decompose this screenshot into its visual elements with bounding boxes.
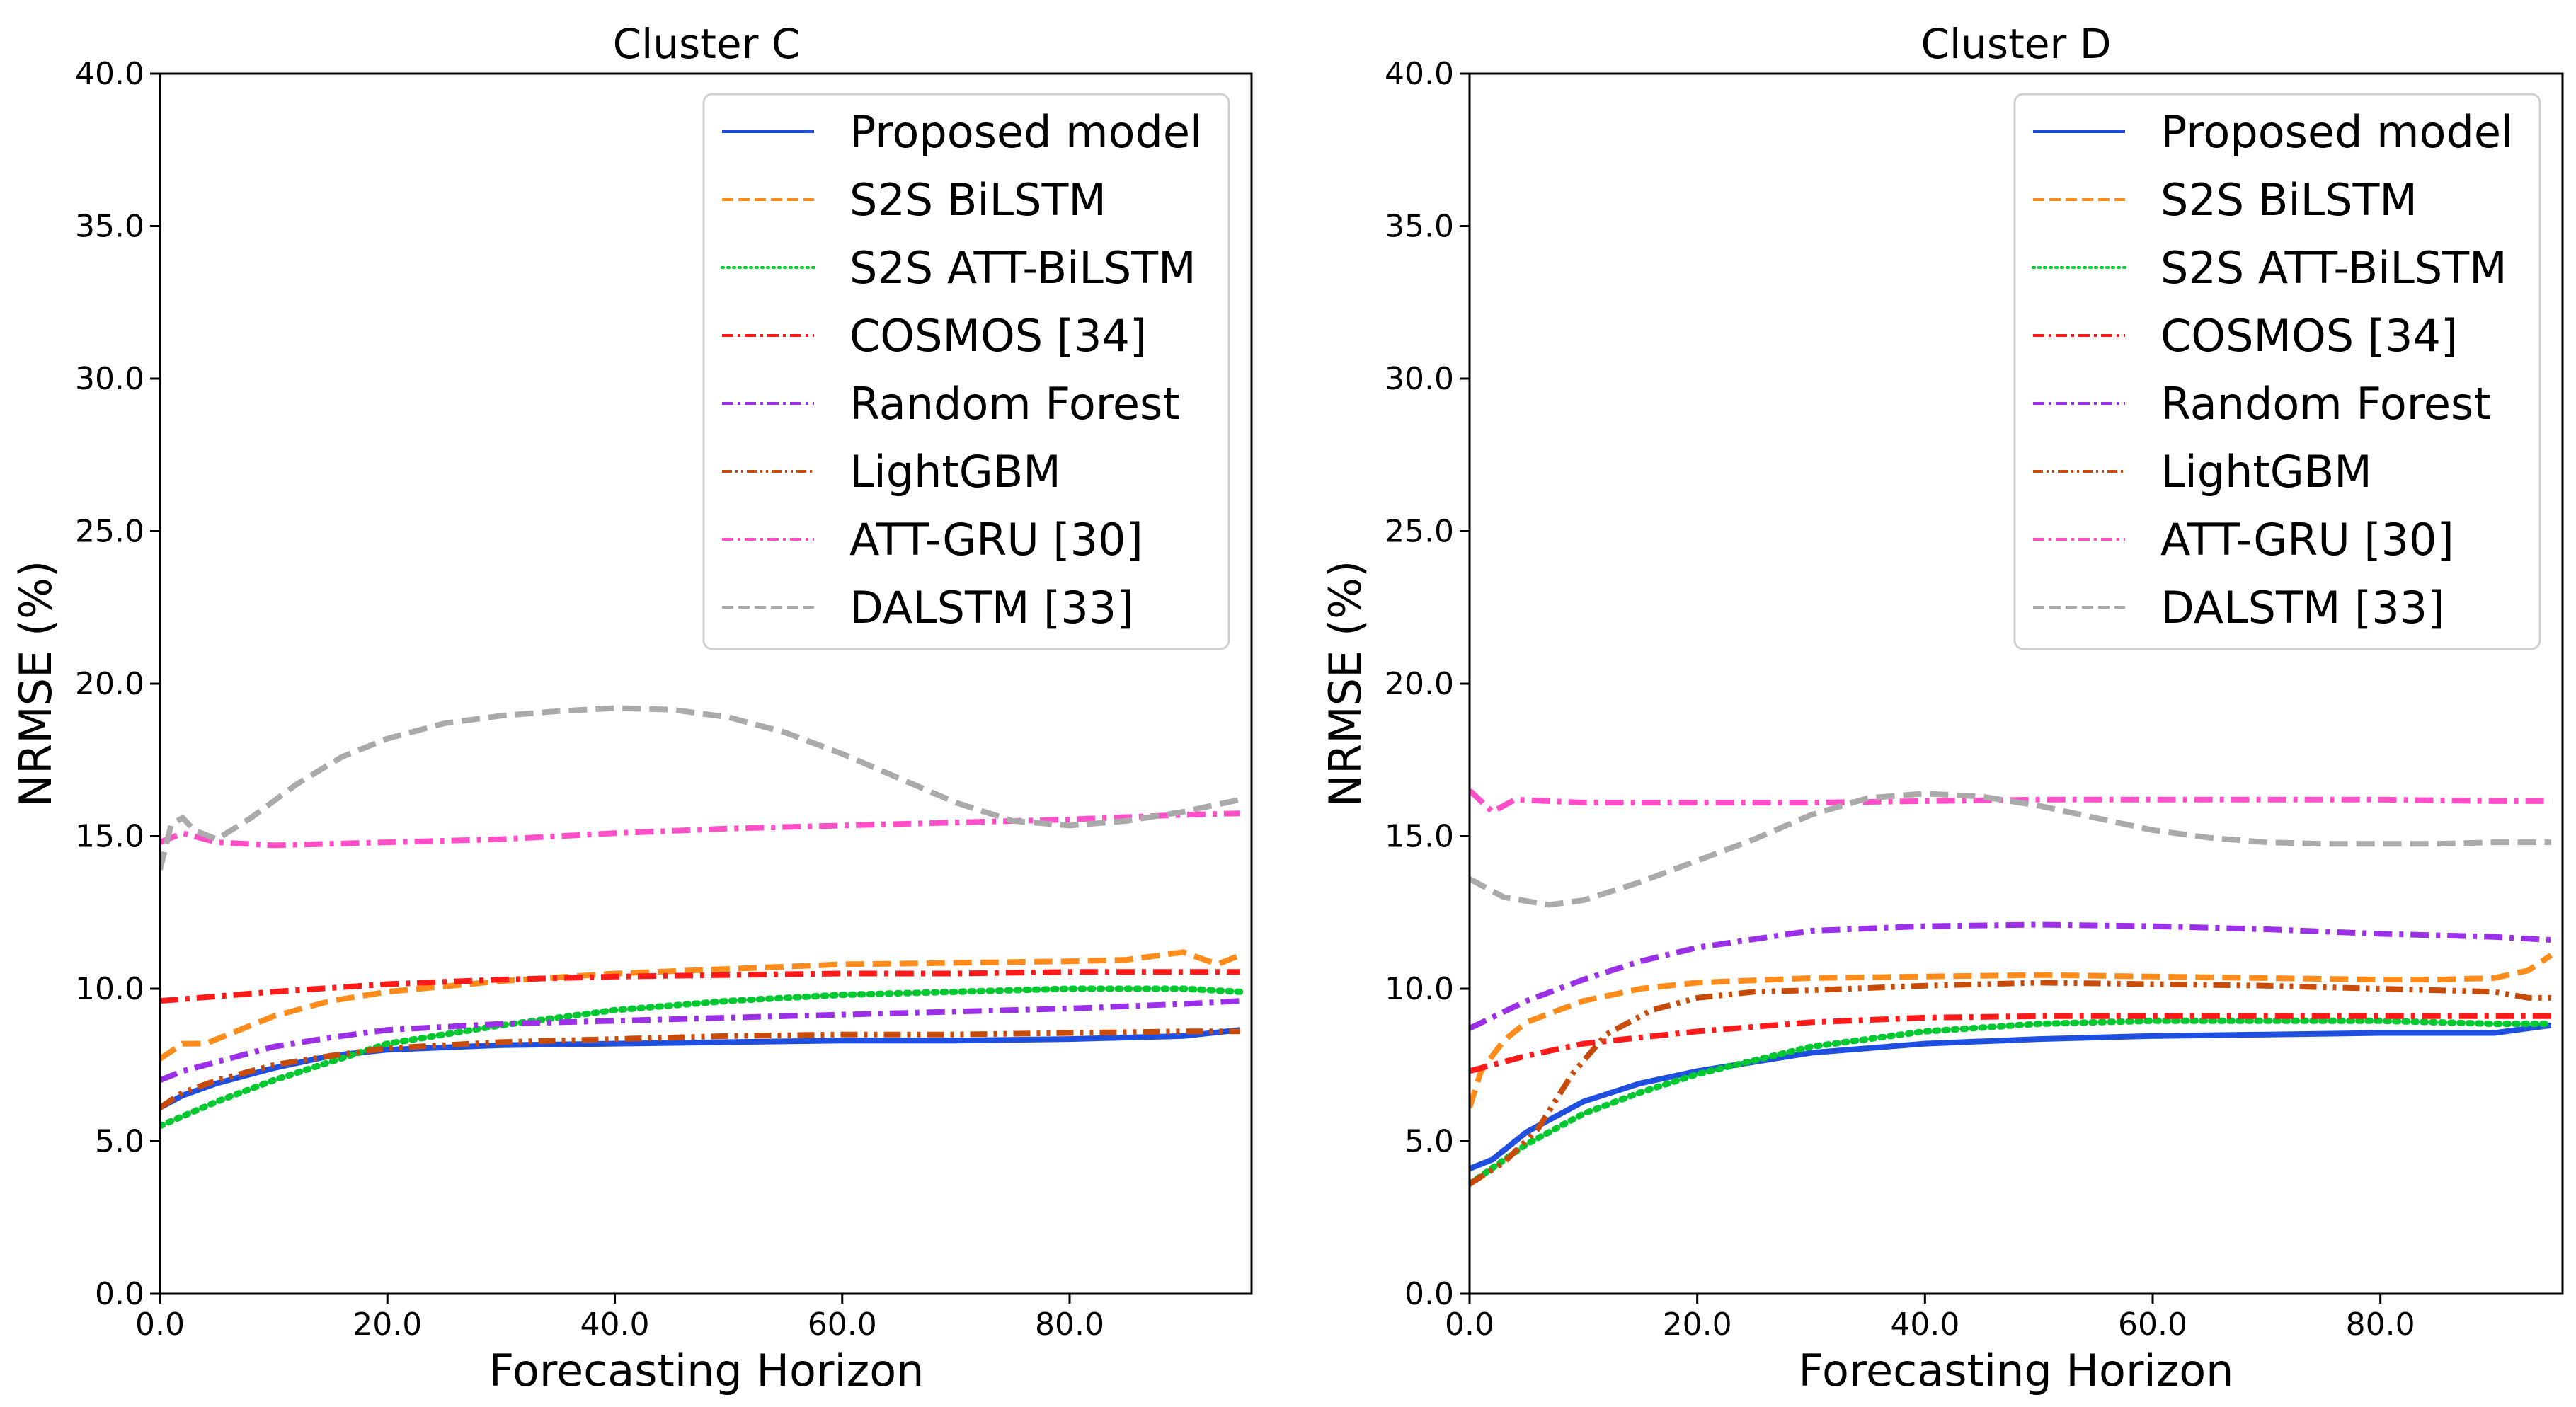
x-tick-label: 80.0 — [1035, 1306, 1104, 1343]
y-tick-label: 20.0 — [1385, 666, 1454, 702]
legend-label: LightGBM — [849, 446, 1061, 498]
legend-label: ATT-GRU [30] — [849, 514, 1143, 565]
series-line-random-forest — [1470, 921, 2552, 1031]
y-tick-label: 25.0 — [1385, 514, 1454, 550]
y-tick-label: 20.0 — [75, 666, 144, 702]
legend-item: LightGBM — [2033, 446, 2372, 498]
chart-cluster-c: Cluster C 0.0 5.0 10.0 15.0 20.0 25.0 30.0 35.0… — [10, 20, 1253, 1396]
x-tick-label: 80.0 — [2346, 1306, 2415, 1343]
y-tick-label: 10.0 — [1385, 971, 1454, 1007]
legend-box — [702, 93, 1230, 650]
y-tick-label: 40.0 — [75, 56, 144, 92]
x-tick-label: 0.0 — [1445, 1306, 1494, 1343]
y-tick-label: 10.0 — [75, 971, 144, 1007]
x-tick-label: 20.0 — [1663, 1306, 1732, 1343]
legend-item: COSMOS [34] — [2033, 310, 2458, 362]
plot-frame — [1468, 72, 2564, 1295]
x-tick-label: 40.0 — [1890, 1306, 1959, 1343]
y-tick-label: 35.0 — [1385, 209, 1454, 245]
legend-item: DALSTM [33] — [2033, 582, 2444, 633]
y-tick-label: 5.0 — [95, 1124, 144, 1160]
y-tick-label: 35.0 — [75, 209, 144, 245]
series-line-dalstm-33 — [160, 705, 1241, 871]
series-lines — [160, 705, 1244, 1130]
x-tick-label: 40.0 — [580, 1306, 650, 1343]
legend-items: Proposed model S2S BiLSTM S2S ATT-BiLSTM CO… — [721, 106, 1202, 633]
legend-label: COSMOS [34] — [849, 310, 1147, 362]
legend-item: DALSTM [33] — [722, 582, 1133, 633]
legend-label: ATT-GRU [30] — [2160, 514, 2454, 565]
legend-label: Random Forest — [849, 378, 1180, 430]
chart-title: Cluster D — [1921, 20, 2112, 68]
series-line-cosmos-34 — [1470, 1013, 2551, 1074]
legend-label: Proposed model — [2160, 106, 2513, 158]
legend-item: Random Forest — [2033, 378, 2491, 430]
series-line-att-gru-30 — [160, 810, 1241, 849]
series-line-lightgbm — [1470, 980, 2551, 1187]
chart-cluster-d: Cluster D 0.0 5.0 10.0 15.0 20.0 25.0 30.0 35.0… — [1320, 20, 2564, 1396]
legend-label: DALSTM [33] — [849, 582, 1133, 633]
x-axis-label: Forecasting Horizon — [1799, 1345, 2234, 1396]
y-tick-label: 0.0 — [95, 1276, 144, 1312]
legend-box — [2013, 93, 2541, 650]
legend-item: COSMOS [34] — [722, 310, 1147, 362]
y-tick-label: 15.0 — [1385, 819, 1454, 855]
x-tick-label: 60.0 — [808, 1306, 877, 1343]
legend: Proposed model S2S BiLSTM S2S ATT-BiLSTM CO… — [2013, 93, 2541, 650]
legend: Proposed model S2S BiLSTM S2S ATT-BiLSTM CO… — [702, 93, 1230, 650]
legend-label: LightGBM — [2160, 446, 2372, 498]
legend-item: Proposed model — [2033, 106, 2513, 158]
legend-label: COSMOS [34] — [2160, 310, 2458, 362]
legend-label: Random Forest — [2160, 378, 2491, 430]
y-ticks: 0.0 5.0 10.0 15.0 20.0 25.0 30.0 35.0 40.0 — [1385, 56, 1470, 1312]
legend-item: ATT-GRU [30] — [722, 514, 1143, 565]
x-ticks: 0.0 20.0 40.0 60.0 80.0 — [135, 1294, 1104, 1343]
x-axis-label: Forecasting Horizon — [489, 1345, 925, 1396]
y-axis-label: NRMSE (%) — [1320, 561, 1371, 807]
legend-item: S2S ATT-BiLSTM — [2032, 242, 2507, 294]
legend-label: S2S ATT-BiLSTM — [2160, 242, 2507, 294]
legend-item: Random Forest — [722, 378, 1180, 430]
series-lines — [1470, 788, 2555, 1188]
x-tick-label: 20.0 — [353, 1306, 422, 1343]
plot-frame — [159, 72, 1253, 1295]
series-line-proposed-model — [160, 1027, 1241, 1110]
legend-label: Proposed model — [849, 106, 1202, 158]
legend-item: LightGBM — [722, 446, 1061, 498]
x-ticks: 0.0 20.0 40.0 60.0 80.0 — [1445, 1294, 2415, 1343]
y-tick-label: 0.0 — [1404, 1276, 1454, 1312]
x-tick-label: 0.0 — [135, 1306, 185, 1343]
series-line-cosmos-34 — [160, 969, 1240, 1004]
legend-label: S2S BiLSTM — [2160, 174, 2417, 226]
x-tick-label: 60.0 — [2118, 1306, 2187, 1343]
legend-item: S2S BiLSTM — [2033, 174, 2417, 226]
y-tick-label: 25.0 — [75, 514, 144, 550]
series-line-s2s-att-bilstm — [1470, 1017, 2555, 1188]
y-axis-label: NRMSE (%) — [10, 561, 62, 807]
series-line-s2s-bilstm — [1470, 953, 2553, 1109]
y-tick-label: 15.0 — [75, 819, 144, 855]
legend-items: Proposed model S2S BiLSTM S2S ATT-BiLSTM CO… — [2032, 106, 2513, 633]
y-ticks: 0.0 5.0 10.0 15.0 20.0 25.0 30.0 35.0 40.0 — [75, 56, 160, 1312]
y-tick-label: 5.0 — [1404, 1124, 1454, 1160]
y-tick-label: 40.0 — [1385, 56, 1454, 92]
legend-label: DALSTM [33] — [2160, 582, 2444, 633]
legend-label: S2S ATT-BiLSTM — [849, 242, 1196, 294]
series-line-random-forest — [160, 998, 1241, 1084]
legend-item: ATT-GRU [30] — [2033, 514, 2454, 565]
series-line-s2s-bilstm — [160, 949, 1242, 1062]
legend-item: S2S BiLSTM — [722, 174, 1106, 226]
y-tick-label: 30.0 — [75, 361, 144, 397]
series-line-att-gru-30 — [1470, 788, 2551, 815]
series-line-s2s-att-bilstm — [160, 985, 1244, 1130]
legend-item: S2S ATT-BiLSTM — [721, 242, 1196, 294]
chart-title: Cluster C — [613, 20, 801, 68]
y-tick-label: 30.0 — [1385, 361, 1454, 397]
series-line-dalstm-33 — [1470, 791, 2551, 908]
legend-label: S2S BiLSTM — [849, 174, 1106, 226]
legend-item: Proposed model — [722, 106, 1202, 158]
